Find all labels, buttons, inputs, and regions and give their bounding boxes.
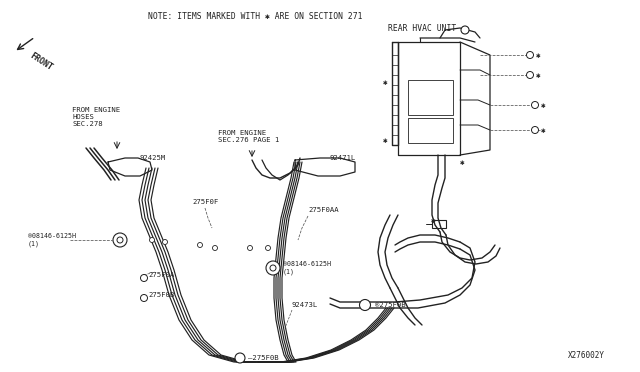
- Text: FROM ENGINE
SEC.276 PAGE 1: FROM ENGINE SEC.276 PAGE 1: [218, 130, 279, 143]
- Text: 92471L: 92471L: [330, 155, 356, 161]
- Circle shape: [266, 261, 280, 275]
- Text: REAR HVAC UNIT: REAR HVAC UNIT: [388, 23, 456, 32]
- Text: ®275F0B: ®275F0B: [375, 302, 406, 308]
- Circle shape: [266, 246, 271, 250]
- Circle shape: [150, 237, 154, 243]
- Text: ®08146-6125H
(1): ®08146-6125H (1): [283, 261, 331, 275]
- Text: ✱: ✱: [430, 215, 435, 224]
- Text: 275F0AA: 275F0AA: [308, 207, 339, 213]
- Text: ✱: ✱: [383, 135, 388, 144]
- Circle shape: [248, 246, 253, 250]
- Text: NOTE: ITEMS MARKED WITH ✱ ARE ON SECTION 271: NOTE: ITEMS MARKED WITH ✱ ARE ON SECTION…: [148, 12, 362, 20]
- Circle shape: [531, 126, 538, 134]
- Circle shape: [198, 243, 202, 247]
- Circle shape: [270, 265, 276, 271]
- Text: —275F0B: —275F0B: [248, 355, 278, 361]
- Text: ✱: ✱: [541, 100, 546, 109]
- Text: ✱: ✱: [536, 51, 541, 60]
- Circle shape: [461, 26, 469, 34]
- Text: FROM ENGINE
HOSES
SEC.278: FROM ENGINE HOSES SEC.278: [72, 107, 120, 127]
- Circle shape: [527, 71, 534, 78]
- Text: X276002Y: X276002Y: [568, 350, 605, 359]
- Text: ✱: ✱: [536, 71, 541, 80]
- Circle shape: [113, 233, 127, 247]
- Circle shape: [360, 299, 371, 311]
- Circle shape: [235, 353, 245, 363]
- Circle shape: [531, 102, 538, 109]
- Circle shape: [527, 51, 534, 58]
- Text: ✱: ✱: [541, 125, 546, 135]
- Bar: [408, 118, 453, 143]
- Text: ®08146-6125H
(1): ®08146-6125H (1): [28, 233, 76, 247]
- Circle shape: [141, 295, 147, 301]
- Circle shape: [117, 237, 123, 243]
- Circle shape: [212, 246, 218, 250]
- Text: 275F0F: 275F0F: [192, 199, 218, 205]
- Text: ✱: ✱: [460, 157, 465, 167]
- Text: 275F0A: 275F0A: [148, 272, 174, 278]
- Bar: [432, 220, 446, 228]
- Text: 92425M: 92425M: [140, 155, 166, 161]
- Text: ✱: ✱: [383, 77, 388, 87]
- Text: FRONT: FRONT: [28, 51, 54, 73]
- Bar: [408, 80, 453, 115]
- Circle shape: [141, 275, 147, 282]
- Circle shape: [163, 240, 168, 244]
- Text: 92473L: 92473L: [292, 302, 318, 308]
- Text: 275F0B: 275F0B: [148, 292, 174, 298]
